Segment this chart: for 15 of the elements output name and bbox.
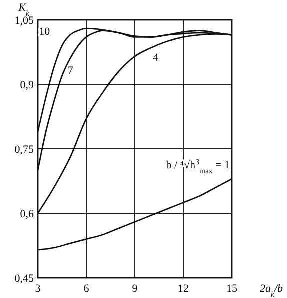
- y-tick-label: 0,6: [20, 208, 34, 220]
- series-label: 10: [39, 26, 51, 38]
- y-tick-label: 0,9: [20, 80, 34, 92]
- x-tick-label: 15: [226, 283, 238, 295]
- y-axis-title: K$_{k}$: [18, 2, 30, 18]
- y-tick-label: 0,45: [14, 273, 34, 285]
- series-label: 7: [68, 64, 74, 77]
- x-tick-label: 12: [178, 283, 189, 295]
- y-tick-label: 1,05: [14, 15, 34, 27]
- x-tick-label: 9: [132, 283, 138, 295]
- x-tick-label: 3: [35, 283, 42, 295]
- x-axis-title: 2a$_{k}$/b: [260, 283, 284, 298]
- x-tick-label: 6: [84, 283, 90, 295]
- series-label: 4: [153, 52, 160, 64]
- y-tick-label: 0,75: [14, 144, 34, 156]
